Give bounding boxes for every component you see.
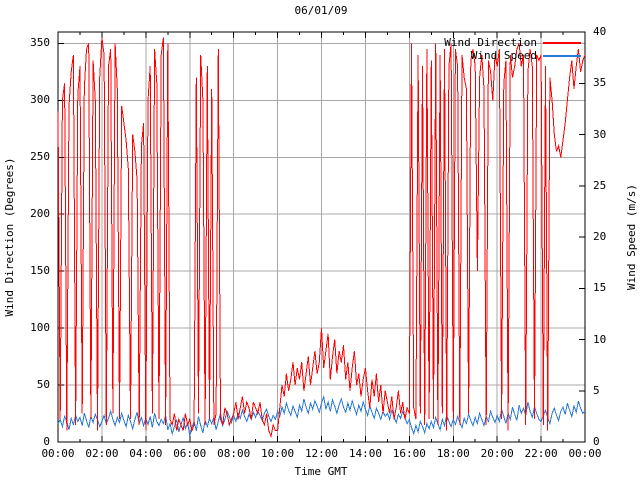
y-left-tick-label: 50: [36, 378, 50, 392]
x-tick-label: 14:00: [348, 447, 382, 460]
y-left-tick-label: 350: [30, 36, 50, 50]
y-left-tick-label: 300: [30, 93, 50, 107]
y-right-tick-label: 5: [593, 383, 600, 397]
legend-label-wind-speed: Wind Speed: [470, 48, 537, 62]
x-tick-label: 22:00: [524, 447, 558, 460]
x-tick-label: 08:00: [217, 447, 251, 460]
x-tick-label: 00:00: [568, 447, 602, 460]
x-tick-label: 16:00: [392, 447, 426, 460]
y-left-tick-label: 100: [30, 321, 50, 335]
y-left-tick-label: 200: [30, 207, 50, 221]
x-tick-label: 12:00: [304, 447, 339, 460]
y-right-tick-label: 10: [593, 332, 607, 346]
y-left-tick-label: 250: [30, 150, 50, 164]
x-tick-label: 18:00: [436, 447, 470, 460]
legend-line-wind-direction: [543, 41, 581, 44]
y-left-axis-title: Wind Direction (Degrees): [3, 157, 16, 317]
x-tick-label: 02:00: [85, 447, 119, 460]
x-tick-label: 20:00: [480, 447, 514, 460]
chart-title: 06/01/09: [294, 4, 348, 17]
x-tick-label: 10:00: [261, 447, 295, 460]
x-tick-label: 06:00: [173, 447, 207, 460]
y-right-tick-label: 40: [593, 25, 607, 38]
series-wind-direction: [57, 37, 586, 439]
y-left-tick-label: 0: [43, 435, 50, 448]
y-right-tick-label: 15: [593, 281, 607, 295]
y-right-tick-label: 25: [593, 178, 607, 192]
x-axis-title: Time GMT: [294, 465, 348, 478]
legend-line-wind-speed: [543, 54, 581, 57]
legend-entry-wind-speed: Wind Speed: [471, 49, 581, 62]
legend-label-wind-direction: Wind Direction: [444, 35, 537, 49]
y-right-axis-title: Wind Speed (m/s): [625, 184, 638, 290]
x-tick-label: 00:00: [41, 447, 75, 460]
y-right-tick-label: 0: [593, 435, 600, 448]
x-tick-label: 04:00: [129, 447, 163, 460]
y-left-tick-label: 150: [30, 264, 50, 278]
legend-entry-wind-direction: Wind Direction: [444, 36, 581, 49]
legend: Wind Direction Wind Speed: [444, 36, 581, 62]
y-right-tick-label: 20: [593, 230, 607, 243]
y-right-tick-label: 35: [593, 76, 607, 90]
y-right-tick-label: 30: [593, 127, 607, 141]
